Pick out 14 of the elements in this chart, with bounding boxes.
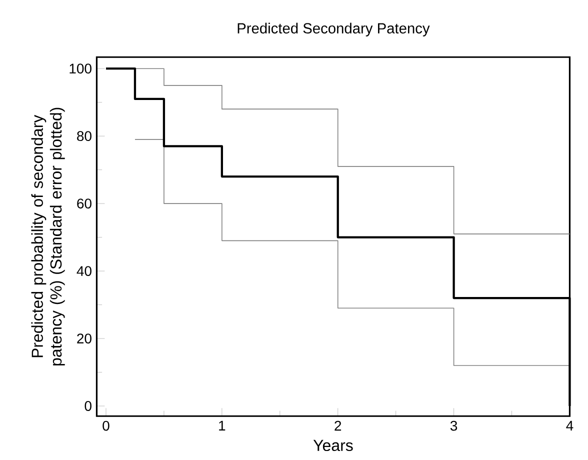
y-tick-label: 60 xyxy=(77,198,92,209)
x-tick-label: 3 xyxy=(450,420,458,431)
x-axis-title: Years xyxy=(313,440,353,452)
x-tick-label: 4 xyxy=(566,420,574,430)
y-tick-label: 20 xyxy=(77,334,92,344)
y-tick-label: 80 xyxy=(77,131,92,142)
y-axis-title: Predicted probability of secondary patency (%) (Standard error plotted) xyxy=(31,108,65,366)
chart-title: Predicted Secondary Patency xyxy=(238,22,430,36)
y-tick-label: 40 xyxy=(76,266,92,276)
y-tick-label: 100 xyxy=(70,64,92,74)
y-tick-label: 0 xyxy=(84,401,92,411)
x-tick-label: 0 xyxy=(102,420,110,431)
x-tick-label: 2 xyxy=(334,420,342,431)
x-tick-label: 1 xyxy=(219,420,226,430)
